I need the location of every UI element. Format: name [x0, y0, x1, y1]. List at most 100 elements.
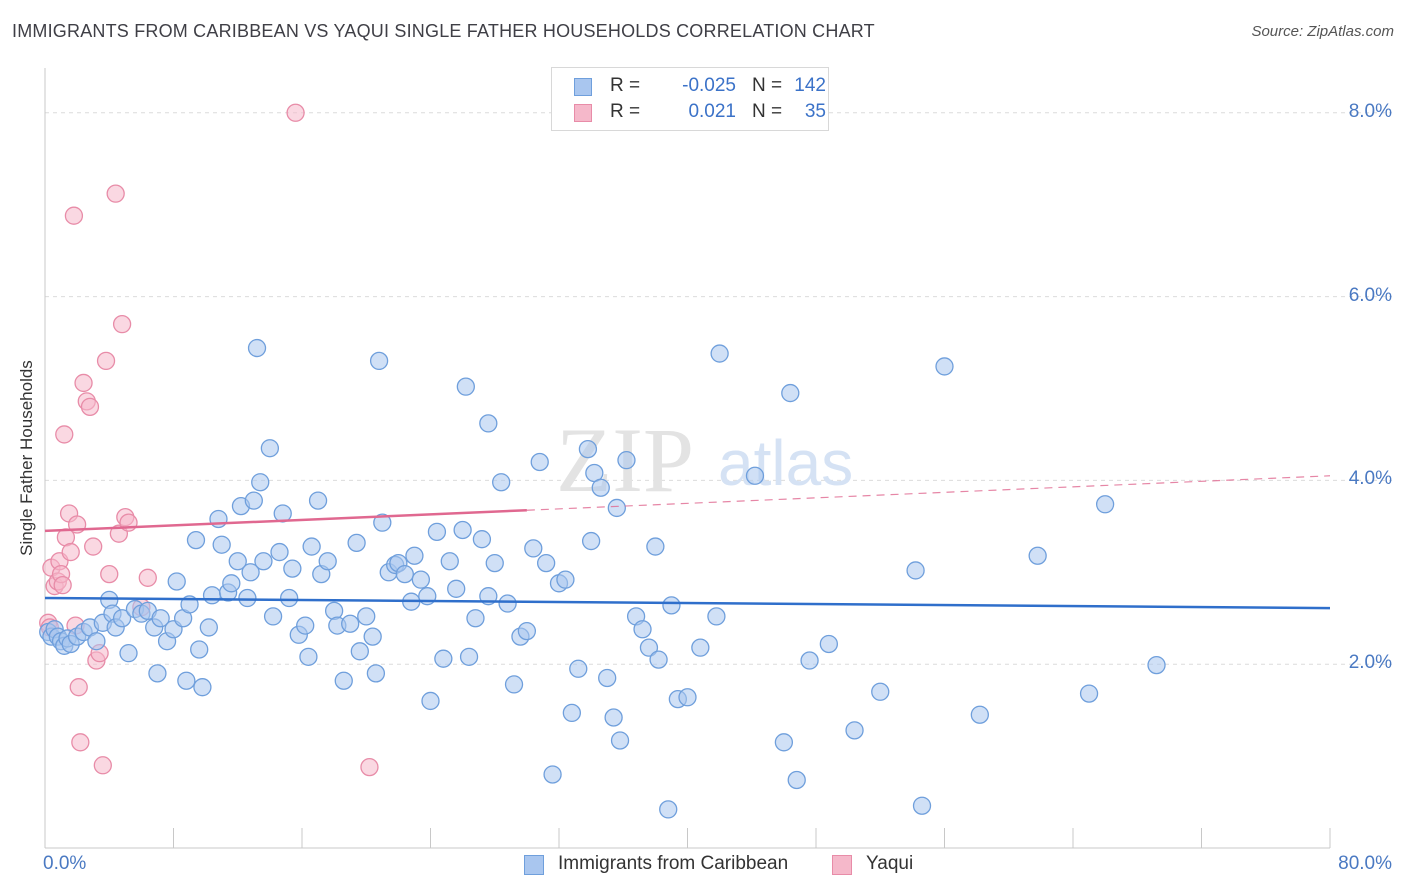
caribbean-point [395, 564, 414, 584]
caribbean-point [366, 664, 386, 683]
yaqui-point [360, 757, 379, 777]
caribbean-point [845, 721, 864, 740]
caribbean-point [787, 770, 806, 790]
caribbean-point [691, 638, 710, 657]
caribbean-point [151, 609, 170, 628]
caribbean-point [212, 535, 231, 554]
caribbean-point [745, 466, 765, 485]
caribbean-point [318, 552, 337, 571]
caribbean-point [607, 498, 626, 518]
caribbean-point [324, 601, 344, 621]
caribbean-point [610, 731, 630, 750]
caribbean-point [456, 377, 475, 396]
caribbean-point [970, 705, 989, 724]
legend-r-value: -0.025 [682, 75, 736, 96]
legend-n-label: N = [752, 75, 783, 96]
caribbean-point [912, 796, 932, 815]
caribbean-point [247, 338, 267, 358]
caribbean-point [543, 765, 562, 784]
caribbean-point [296, 616, 315, 635]
legend-r-label: R = [610, 75, 641, 96]
caribbean-point [260, 439, 280, 458]
caribbean-point [459, 647, 479, 666]
caribbean-point [254, 552, 273, 571]
caribbean-point [341, 614, 360, 633]
caribbean-point [646, 537, 665, 556]
caribbean-point [421, 691, 440, 711]
caribbean-point [598, 668, 617, 688]
caribbean-point [87, 632, 106, 651]
x-tick-max: 80.0% [1338, 853, 1392, 874]
caribbean-point [357, 607, 376, 626]
caribbean-point [659, 800, 678, 819]
trend-lines [44, 475, 1331, 610]
yaqui-point [71, 733, 90, 752]
caribbean-point [485, 553, 504, 573]
caribbean-point [199, 618, 218, 637]
bottom-legend-label-caribbean: Immigrants from Caribbean [558, 853, 789, 874]
grid-lines [45, 112, 1392, 665]
caribbean-point [524, 539, 543, 558]
caribbean-point [202, 586, 222, 605]
caribbean-point [1079, 684, 1099, 703]
caribbean-point [347, 533, 366, 553]
caribbean-point [186, 530, 206, 550]
y-tick-label: 8.0% [1348, 100, 1392, 122]
caribbean-point [935, 357, 954, 376]
caribbean-point [283, 559, 302, 578]
caribbean-point [662, 596, 681, 615]
yaqui-point [100, 564, 119, 584]
stats-legend: R = -0.025 N = 142 R = 0.021 N = 35 [551, 67, 829, 131]
caribbean-point [871, 682, 890, 701]
caribbean-point [270, 542, 289, 562]
caribbean-point [639, 638, 659, 657]
caribbean-point [569, 659, 588, 678]
caribbean-point [466, 609, 485, 628]
legend-r-label: R = [610, 101, 641, 122]
legend-r-value: 0.021 [688, 101, 736, 122]
caribbean-point [530, 452, 549, 472]
caribbean-point [251, 473, 270, 492]
y-tick-label: 4.0% [1348, 468, 1392, 490]
legend-n-label: N = [752, 101, 783, 122]
yaqui-trend-extension [526, 475, 1331, 511]
caribbean-point [479, 414, 498, 433]
caribbean-point [678, 688, 697, 707]
caribbean-point [556, 570, 575, 589]
caribbean-point [517, 621, 537, 641]
caribbean-point [308, 491, 328, 510]
yaqui-point [112, 314, 132, 334]
caribbean-point [193, 678, 212, 697]
caribbean-point [498, 594, 517, 613]
caribbean-point [707, 607, 726, 626]
yaqui-point [74, 373, 93, 393]
y-tick-label: 6.0% [1348, 284, 1392, 306]
caribbean-point [222, 574, 241, 593]
caribbean-point [440, 552, 459, 571]
caribbean-point [649, 650, 668, 669]
caribbean-trend-line [44, 596, 1331, 610]
caribbean-point [453, 520, 472, 540]
caribbean-point [581, 531, 601, 551]
caribbean-point [819, 634, 838, 654]
caribbean-point [263, 607, 283, 626]
caribbean-point [492, 473, 511, 492]
caribbean-point [299, 647, 318, 666]
yaqui-point [96, 351, 116, 371]
caribbean-point [334, 671, 353, 690]
caribbean-point [238, 588, 257, 608]
caribbean-point [363, 627, 382, 646]
caribbean-point [119, 644, 138, 663]
watermark-atlas: atlas [718, 427, 853, 499]
caribbean-point [148, 664, 167, 683]
caribbean-point [781, 383, 800, 403]
source-label: Source: ZipAtlas.com [1251, 23, 1394, 40]
legend-n-value: 35 [804, 101, 826, 122]
y-tick-label: 2.0% [1348, 652, 1392, 674]
caribbean-point [241, 563, 260, 582]
caribbean-point [411, 570, 431, 589]
chart-title: IMMIGRANTS FROM CARIBBEAN VS YAQUI SINGL… [12, 21, 875, 41]
caribbean-point [800, 651, 819, 670]
caribbean-point [906, 561, 925, 580]
